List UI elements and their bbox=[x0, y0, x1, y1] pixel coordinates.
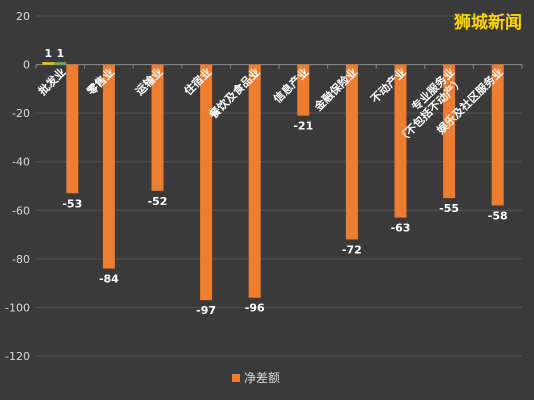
bar bbox=[151, 64, 164, 191]
data-label: 1 bbox=[56, 47, 64, 60]
category-label-line: 批发业 bbox=[35, 65, 68, 98]
y-tick-label: 0 bbox=[23, 59, 30, 72]
data-label: -63 bbox=[391, 222, 411, 235]
data-label: -96 bbox=[245, 302, 265, 315]
y-tick-label: -20 bbox=[12, 107, 30, 120]
y-tick-label: -80 bbox=[12, 253, 30, 266]
y-tick-label: 20 bbox=[16, 10, 30, 23]
data-label: -53 bbox=[62, 197, 82, 210]
category-label: 批发业 bbox=[35, 65, 68, 98]
bar bbox=[200, 64, 213, 301]
bar bbox=[102, 64, 115, 269]
watermark-logo: 狮城新闻 bbox=[454, 13, 522, 33]
bar bbox=[297, 64, 310, 116]
data-label: -72 bbox=[342, 243, 362, 256]
y-tick-label: -100 bbox=[5, 301, 30, 314]
data-label: -21 bbox=[293, 120, 313, 133]
bar bbox=[491, 64, 504, 206]
legend-swatch bbox=[232, 374, 240, 382]
data-label: -55 bbox=[439, 202, 459, 215]
y-tick-label: -60 bbox=[12, 204, 30, 217]
data-label: -58 bbox=[488, 209, 508, 222]
bar bbox=[443, 64, 456, 199]
y-tick-label: -40 bbox=[12, 156, 30, 169]
bar bbox=[42, 62, 55, 65]
data-label: -97 bbox=[196, 304, 216, 317]
y-tick-label: -120 bbox=[5, 350, 30, 363]
bar bbox=[248, 64, 261, 298]
bar bbox=[394, 64, 407, 218]
legend-label: 净差额 bbox=[244, 371, 280, 385]
data-label: -52 bbox=[148, 195, 168, 208]
data-label: -84 bbox=[99, 273, 119, 286]
data-label: 1 bbox=[44, 47, 52, 60]
bar bbox=[345, 64, 358, 240]
bar bbox=[66, 64, 79, 194]
bar bbox=[54, 62, 67, 65]
